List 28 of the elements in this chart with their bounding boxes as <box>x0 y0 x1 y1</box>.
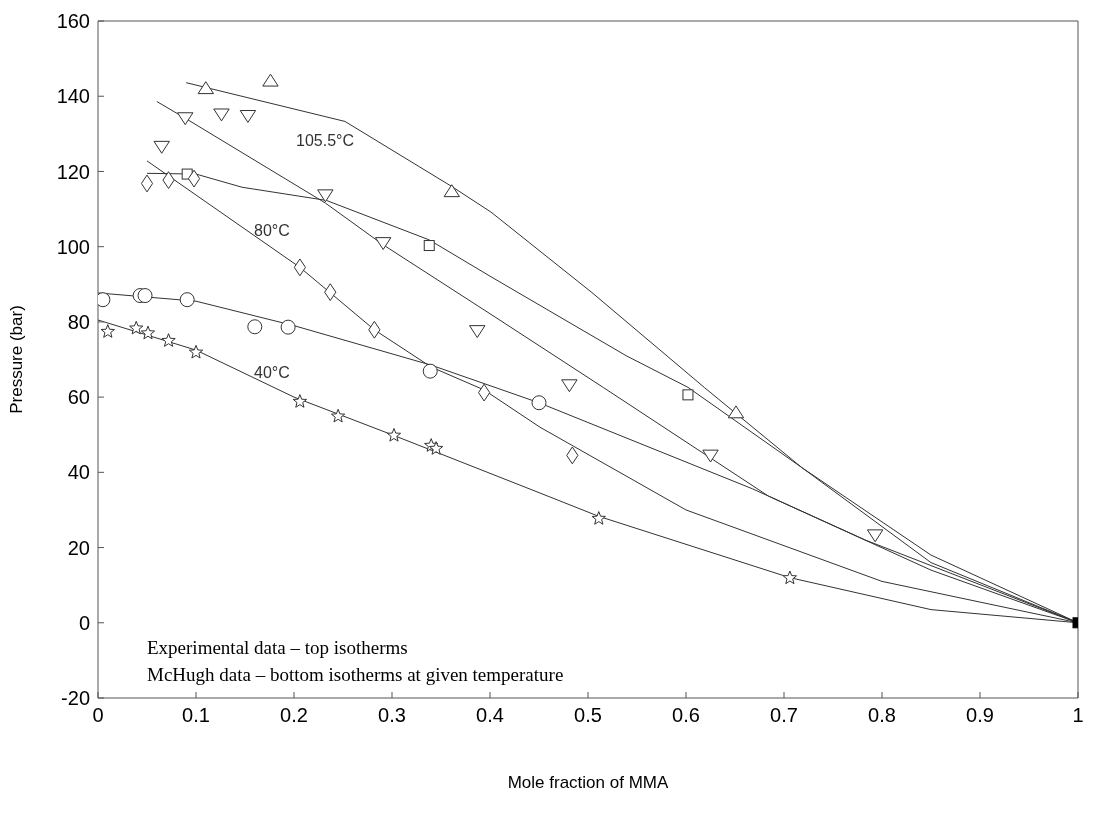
y-tick-label: 80 <box>67 310 90 333</box>
x-tick-label: 0.2 <box>280 704 308 727</box>
x-axis-title: Mole fraction of MMA <box>507 773 669 792</box>
x-tick-label: 0.5 <box>574 704 602 727</box>
annotation: Experimental data – top isotherms <box>147 637 408 659</box>
x-tick-label: 0.4 <box>476 704 504 727</box>
y-axis-title: Pressure (bar) <box>7 305 27 414</box>
annotation: McHugh data – bottom isotherms at given temperature <box>147 664 564 686</box>
x-tick-label: 0.1 <box>182 704 210 727</box>
y-tick-label: 140 <box>56 85 90 108</box>
x-tick-label: 0.7 <box>770 704 798 727</box>
y-tick-label: 40 <box>67 461 90 484</box>
x-tick-label: 0.6 <box>672 704 700 727</box>
y-tick-label: 60 <box>67 386 90 409</box>
y-tick-label: 0 <box>78 611 90 634</box>
x-tick-label: 0.9 <box>966 704 994 727</box>
y-tick-label: 120 <box>56 160 90 183</box>
annotation: 40°C <box>254 364 290 382</box>
x-tick-label: 0.8 <box>868 704 896 727</box>
y-tick-label: 160 <box>56 10 90 33</box>
x-tick-label: 0.3 <box>378 704 406 727</box>
x-tick-label: 0 <box>92 704 104 727</box>
annotation: 80°C <box>254 222 290 240</box>
annotation: 105.5°C <box>296 132 354 150</box>
y-tick-label: 20 <box>67 536 90 559</box>
x-tick-label: 1 <box>1072 704 1084 727</box>
y-tick-label: 100 <box>56 235 90 258</box>
y-tick-label: -20 <box>61 687 90 710</box>
